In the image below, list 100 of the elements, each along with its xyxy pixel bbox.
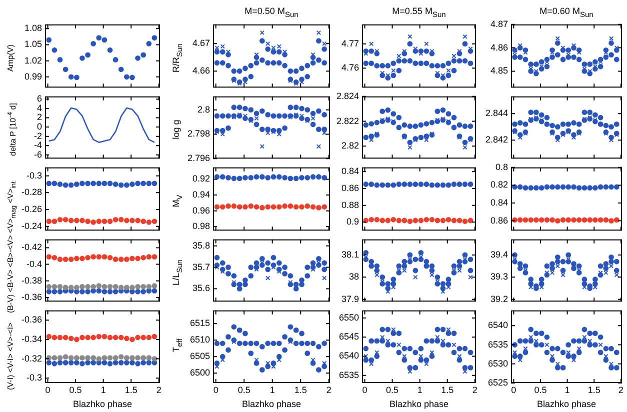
y-tick-label: 0.86	[341, 182, 359, 193]
y-tick-label: -0.3	[26, 170, 42, 180]
y-tick-label: 4.87	[490, 18, 508, 29]
x-tick-label: 1	[100, 384, 106, 395]
y-tick-label: 38	[348, 272, 359, 282]
y-tick-label: -0.36	[21, 314, 42, 325]
y-tick-label: 6550	[338, 312, 359, 323]
y-tick-label: 0.94	[192, 190, 210, 200]
x-tick-label: 0	[45, 384, 50, 395]
y-tick-label: 6	[36, 94, 42, 104]
y-tick-label: 2.798	[187, 128, 210, 139]
y-tick-label: 4.77	[341, 38, 359, 48]
y-tick-label: 6530	[488, 358, 508, 368]
y-tick-label: -0.34	[21, 334, 42, 344]
y-tick-label: 2	[36, 112, 42, 122]
y-tick-label: -0.32	[21, 353, 42, 364]
x-tick-label: 0.5	[69, 384, 82, 395]
y-tick-label: 35.6	[192, 283, 210, 294]
x-tick-label: 1	[417, 384, 422, 395]
y-tick-label: 2.82	[341, 140, 359, 151]
y-axis-title: log g	[170, 118, 182, 142]
y-tick-label: 6540	[488, 320, 508, 330]
y-tick-label: 37.9	[341, 294, 359, 304]
y-axis-title: Amp(V)	[5, 43, 16, 74]
chart-title: M=0.55 M$_{Sun}$	[391, 5, 447, 21]
y-tick-label: 39.2	[490, 294, 508, 304]
x-tick-label: 0.5	[238, 384, 250, 395]
x-axis-title: Blazhko phase	[240, 398, 302, 410]
x-tick-label: 1.5	[441, 384, 454, 395]
y-tick-label: 39.3	[490, 272, 508, 282]
x-axis-title: Blazhko phase	[72, 398, 134, 410]
y-tick-label: 0.8	[495, 162, 508, 172]
y-tick-label: -6	[34, 149, 42, 160]
y-tick-label: -0.42	[21, 242, 42, 252]
y-tick-label: 6545	[338, 332, 359, 342]
y-tick-label: 0.82	[490, 180, 508, 190]
y-tick-label: 4.86	[490, 42, 508, 52]
y-tick-label: 1.02	[24, 55, 42, 66]
x-tick-label: 2	[326, 384, 332, 395]
y-tick-label: 4.67	[192, 38, 210, 48]
y-tick-label: -0.3	[26, 372, 42, 383]
y-tick-label: 0.86	[490, 215, 508, 226]
y-tick-label: 6535	[488, 339, 508, 350]
y-tick-label: 35.7	[192, 262, 210, 272]
chart-title: M=0.60 M$_{Sun}$	[538, 5, 594, 21]
y-tick-label: 0.84	[490, 197, 508, 208]
y-tick-label: 0	[36, 122, 42, 132]
x-tick-label: 0	[362, 384, 368, 395]
y-tick-label: 4	[36, 102, 42, 113]
y-tick-label: 4.76	[341, 62, 359, 73]
y-tick-label: 6535	[338, 370, 359, 380]
x-tick-label: 1	[270, 384, 275, 395]
y-tick-label: 0.9	[346, 216, 359, 227]
y-tick-label: 6500	[190, 368, 210, 378]
y-tick-label: 1.05	[24, 39, 42, 50]
y-tick-label: 6525	[488, 377, 508, 388]
y-tick-label: 6505	[190, 351, 210, 362]
x-tick-label: 0.5	[386, 384, 399, 395]
x-tick-label: 1.5	[588, 384, 600, 395]
x-axis-title: Blazhko phase	[536, 398, 598, 410]
y-tick-label: 39.4	[490, 249, 508, 260]
y-tick-label: 1.08	[24, 23, 42, 34]
y-tick-label: 0.84	[341, 166, 359, 176]
y-tick-label: 2.822	[336, 116, 359, 126]
y-tick-label: -0.4	[26, 258, 42, 269]
y-tick-label: 0.99	[24, 71, 42, 82]
x-tick-label: 2	[156, 384, 162, 395]
x-tick-label: 2	[472, 384, 478, 395]
y-tick-label: 4.66	[192, 66, 210, 76]
x-axis-title: Blazhko phase	[388, 398, 450, 410]
y-axis-title: (B-V) <B-V> <B>-<V>	[6, 235, 15, 313]
x-tick-label: 1	[564, 384, 570, 395]
y-tick-label: 6515	[190, 318, 210, 328]
x-tick-label: 1.5	[124, 384, 138, 395]
chart-title: M=0.50 M$_{Sun}$	[244, 5, 300, 21]
y-tick-label: -4	[34, 140, 42, 150]
y-tick-label: 0.88	[341, 200, 359, 210]
y-tick-label: -0.24	[21, 220, 42, 231]
y-tick-label: 0.96	[192, 205, 210, 216]
y-tick-label: 2.844	[485, 108, 508, 118]
y-axis-title: (V-I) <V-I> <V>-<I>	[6, 322, 15, 390]
y-tick-label: -0.28	[21, 187, 42, 198]
y-tick-label: 0.98	[192, 221, 210, 232]
y-tick-label: -0.36	[21, 292, 42, 302]
y-tick-label: 0.92	[192, 174, 210, 184]
x-tick-label: 1.5	[294, 384, 307, 395]
y-tick-label: -0.38	[21, 275, 42, 286]
y-tick-label: 2.796	[187, 153, 210, 164]
y-tick-label: 38.1	[341, 249, 359, 260]
y-tick-label: -0.26	[21, 204, 42, 214]
x-tick-label: 2	[618, 384, 624, 395]
y-tick-label: 2.8	[197, 104, 210, 114]
y-tick-label: 35.8	[192, 240, 210, 250]
y-tick-label: 6510	[190, 334, 210, 345]
y-tick-label: 2.824	[336, 90, 359, 101]
y-tick-label: -2	[34, 130, 42, 141]
y-tick-label: 2.842	[485, 134, 508, 145]
x-tick-label: 0.5	[534, 384, 547, 395]
y-tick-label: 6540	[338, 350, 359, 361]
x-tick-label: 0	[213, 384, 218, 395]
